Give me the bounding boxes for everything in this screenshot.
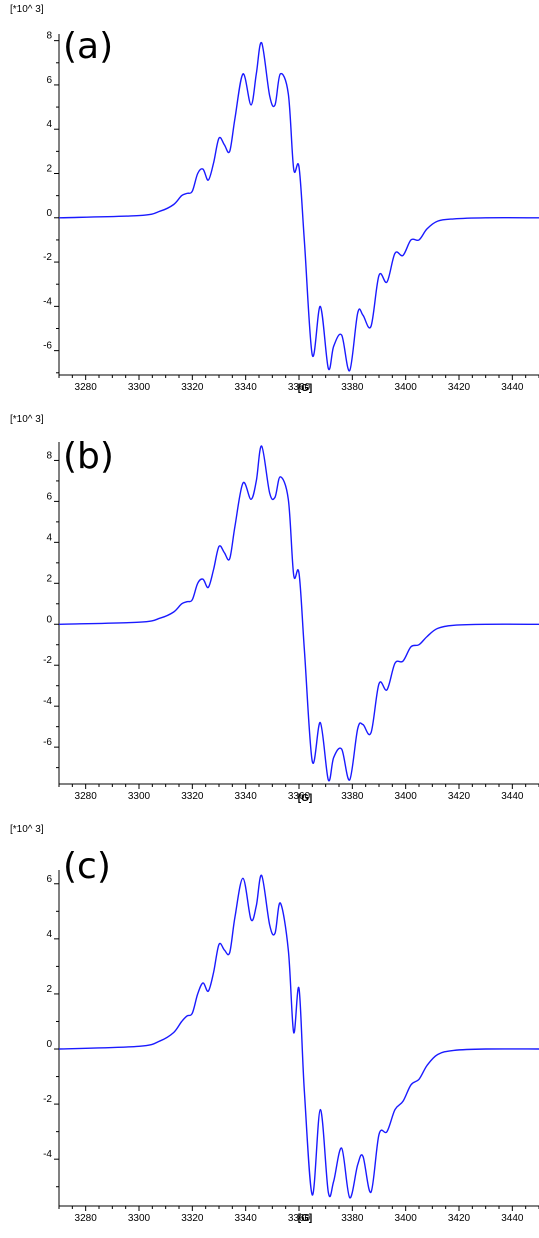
x-tick-label: 3440 <box>501 382 524 393</box>
y-tick-label: -6 <box>43 341 52 352</box>
y-tick-label: -2 <box>43 252 52 263</box>
x-tick-label: 3340 <box>235 1213 258 1224</box>
x-tick-label: 3420 <box>448 1213 471 1224</box>
x-tick-label: 3400 <box>395 791 418 802</box>
y-tick-label: -4 <box>43 696 52 707</box>
x-tick-label: 3420 <box>448 382 471 393</box>
y-tick-label: -6 <box>43 737 52 748</box>
x-tick-label: 3300 <box>128 1213 151 1224</box>
x-tick-label: 3340 <box>235 382 258 393</box>
x-tick-label: 3360 <box>288 791 311 802</box>
y-tick-label: 4 <box>46 532 52 543</box>
chart-b-plot: 3280 3300 3320 3340 3360 3380 3400 3420 3440 -6 -4… <box>43 442 539 802</box>
x-axis-label: [G] <box>297 1213 313 1224</box>
chart-c-plot: 3280 3300 3320 3340 3360 3380 3400 3420 3440 -4 -2… <box>43 870 539 1224</box>
y-tick-label: 0 <box>46 614 52 625</box>
chart-a-plot: 3280 3300 3320 3340 3360 3380 3400 3420 3440 -6 -4… <box>43 31 539 393</box>
x-tick-label: 3380 <box>341 791 364 802</box>
panel-label: (a) <box>63 26 114 67</box>
y-tick-label: 8 <box>46 450 52 461</box>
x-tick-label: 3320 <box>181 1213 204 1224</box>
y-tick-label: 4 <box>46 929 52 940</box>
epr-panel-c: [*10^ 3] 3280 3300 3320 3340 3360 3380 3400 342… <box>0 820 539 1238</box>
epr-panel-b: [*10^ 3] 3280 3300 3320 3340 3360 3380 3400 342… <box>0 410 539 820</box>
x-tick-label: 3280 <box>75 1213 98 1224</box>
x-tick-label: 3440 <box>501 1213 524 1224</box>
x-tick-label: 3320 <box>181 791 204 802</box>
y-tick-label: -2 <box>43 1094 52 1105</box>
epr-spectrum-line <box>59 445 539 782</box>
x-tick-label: 3400 <box>395 382 418 393</box>
panel-label: (b) <box>63 436 114 477</box>
x-tick-label: 3340 <box>235 791 258 802</box>
y-tick-label: -2 <box>43 655 52 666</box>
x-tick-label: 3300 <box>128 382 151 393</box>
x-tick-label: 3360 <box>288 382 311 393</box>
y-tick-label: 6 <box>46 75 52 86</box>
x-axis-label: [G] <box>297 793 313 804</box>
x-tick-label: 3420 <box>448 791 471 802</box>
y-tick-label: 2 <box>46 573 52 584</box>
x-tick-label: 3380 <box>341 1213 364 1224</box>
y-tick-label: 6 <box>46 491 52 502</box>
y-tick-label: 0 <box>46 1039 52 1050</box>
y-tick-label: -4 <box>43 1149 52 1160</box>
y-tick-label: 8 <box>46 31 52 42</box>
y-tick-label: 0 <box>46 208 52 219</box>
x-tick-label: 3300 <box>128 791 151 802</box>
epr-panel-a: [*10^ 3] 3280 3300 3320 3340 3360 3380 3400 342… <box>0 0 539 410</box>
x-tick-label: 3280 <box>75 382 98 393</box>
x-tick-label: 3280 <box>75 791 98 802</box>
y-tick-label: 2 <box>46 164 52 175</box>
multiplier-label: [*10^ 3] <box>10 824 44 835</box>
epr-spectrum-line <box>59 42 539 372</box>
x-tick-label: 3380 <box>341 382 364 393</box>
y-tick-label: -4 <box>43 296 52 307</box>
y-tick-label: 4 <box>46 119 52 130</box>
epr-spectrum-line <box>59 874 539 1199</box>
panel-label: (c) <box>63 846 111 887</box>
multiplier-label: [*10^ 3] <box>10 414 44 425</box>
y-tick-label: 6 <box>46 874 52 885</box>
x-tick-label: 3400 <box>395 1213 418 1224</box>
x-tick-label: 3320 <box>181 382 204 393</box>
y-tick-label: 2 <box>46 984 52 995</box>
x-tick-label: 3440 <box>501 791 524 802</box>
x-tick-label: 3360 <box>288 1213 311 1224</box>
multiplier-label: [*10^ 3] <box>10 4 44 15</box>
x-axis-label: [G] <box>297 383 313 394</box>
